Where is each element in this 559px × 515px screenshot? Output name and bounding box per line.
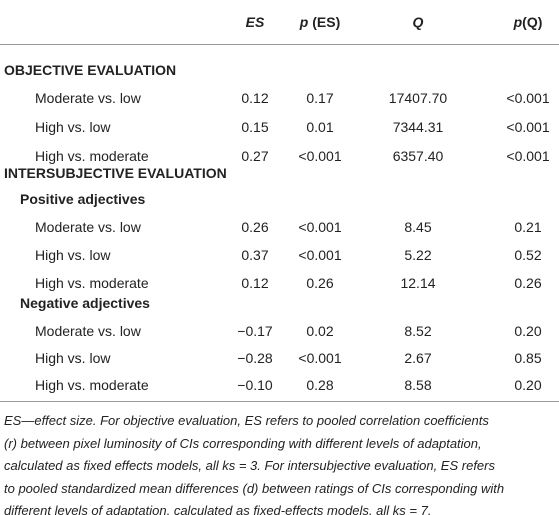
cell: 0.52 bbox=[514, 247, 542, 263]
cell: 12.14 bbox=[400, 275, 436, 291]
cell: 0.12 bbox=[241, 275, 269, 291]
header-cell: p(Q) bbox=[514, 13, 543, 31]
cell: 0.12 bbox=[241, 90, 269, 106]
cell: <0.001 bbox=[298, 148, 342, 164]
cell: 0.26 bbox=[306, 275, 334, 291]
footnote-line: (r) between pixel luminosity of CIs corr… bbox=[4, 435, 482, 451]
row-label: Moderate vs. low bbox=[35, 90, 141, 106]
row-label: High vs. low bbox=[35, 350, 111, 366]
cell: 2.67 bbox=[404, 350, 432, 366]
header-italic: p bbox=[513, 14, 523, 30]
cell: 0.28 bbox=[306, 377, 334, 393]
cell: <0.001 bbox=[298, 219, 342, 235]
row-label: High vs. low bbox=[35, 247, 111, 263]
row-label: High vs. moderate bbox=[35, 275, 149, 291]
footnote-line: calculated as fixed effects models, all … bbox=[4, 458, 495, 473]
cell: <0.001 bbox=[506, 90, 550, 106]
cell: 17407.70 bbox=[388, 90, 448, 106]
section-label: INTERSUBJECTIVE EVALUATION bbox=[4, 165, 227, 181]
header-label: (Q) bbox=[522, 14, 543, 30]
cell: −0.10 bbox=[237, 377, 273, 393]
cell: 0.17 bbox=[306, 90, 334, 106]
footnote-line: different levels of adaptation, calculat… bbox=[4, 503, 432, 515]
section-label: OBJECTIVE EVALUATION bbox=[4, 62, 177, 78]
header-rule bbox=[0, 44, 559, 45]
cell: 0.02 bbox=[306, 323, 334, 339]
cell: <0.001 bbox=[506, 119, 550, 135]
header-cell: Q bbox=[413, 13, 424, 31]
cell: −0.28 bbox=[237, 350, 273, 366]
row-label: Moderate vs. low bbox=[35, 219, 141, 235]
row-label: High vs. low bbox=[35, 119, 111, 135]
cell: 8.45 bbox=[404, 219, 432, 235]
cell: 0.20 bbox=[514, 323, 542, 339]
subsection-label: Negative adjectives bbox=[20, 295, 150, 311]
cell: 0.01 bbox=[306, 119, 334, 135]
cell: 0.85 bbox=[514, 350, 542, 366]
header-cell: p (ES) bbox=[300, 13, 340, 31]
header-label: ES bbox=[245, 14, 265, 30]
cell: <0.001 bbox=[298, 350, 342, 366]
cell: <0.001 bbox=[506, 148, 550, 164]
cell: 5.22 bbox=[404, 247, 432, 263]
subsection-label: Positive adjectives bbox=[20, 191, 146, 207]
row-label: High vs. moderate bbox=[35, 377, 149, 393]
cell: −0.17 bbox=[237, 323, 273, 339]
header-italic: p bbox=[299, 14, 309, 30]
header-cell: ES bbox=[246, 13, 265, 31]
row-label: High vs. moderate bbox=[35, 148, 149, 164]
cell: 6357.40 bbox=[392, 148, 444, 164]
cell: 0.27 bbox=[241, 148, 269, 164]
cell: 0.26 bbox=[241, 219, 269, 235]
cell: 0.21 bbox=[514, 219, 542, 235]
cell: 0.37 bbox=[241, 247, 269, 263]
header-label: (ES) bbox=[308, 14, 341, 30]
row-label: Moderate vs. low bbox=[35, 323, 141, 339]
cell: 0.20 bbox=[514, 377, 542, 393]
cell: 7344.31 bbox=[392, 119, 444, 135]
cell: 8.58 bbox=[404, 377, 432, 393]
cell: <0.001 bbox=[298, 247, 342, 263]
cell: 8.52 bbox=[404, 323, 432, 339]
footnote-line: ES—effect size. For objective evaluation… bbox=[4, 413, 489, 428]
cell: 0.15 bbox=[241, 119, 269, 135]
cell: 0.26 bbox=[514, 275, 542, 291]
bottom-rule bbox=[0, 401, 559, 402]
footnote-line: to pooled standardized mean differences … bbox=[4, 480, 505, 496]
header-label: Q bbox=[412, 14, 424, 30]
